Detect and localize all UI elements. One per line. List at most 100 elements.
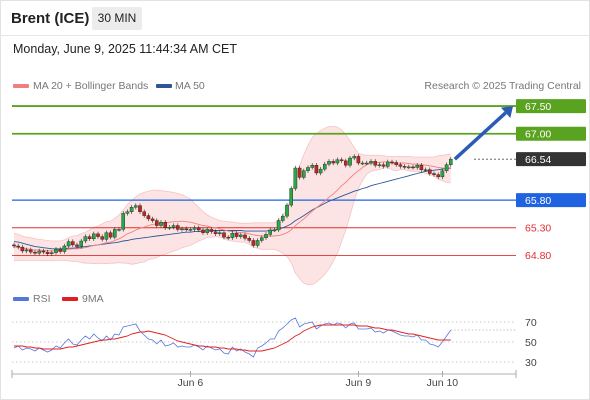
candle-body [390, 161, 394, 164]
candle-body [45, 251, 50, 254]
candle-body [302, 170, 306, 178]
candle-body [428, 169, 432, 174]
price-level-tag [516, 193, 586, 208]
candle-body [293, 167, 298, 189]
candle-body [281, 215, 285, 221]
timeframe-button[interactable]: 30 MIN [92, 7, 142, 30]
candle-body [356, 156, 361, 164]
research-credit: Research © 2025 Trading Central [424, 80, 581, 92]
candle-body [217, 232, 222, 235]
candle-body [360, 162, 365, 165]
candle-body [50, 252, 54, 254]
price-level-label: 65.80 [525, 195, 551, 207]
candle-body [243, 234, 247, 239]
price-level-tag [516, 152, 586, 167]
candle-body [91, 233, 96, 240]
price-level-tag [516, 99, 586, 114]
candle-body [33, 251, 37, 254]
candle-body [339, 159, 344, 162]
candle-body [121, 213, 125, 230]
candle-body [268, 229, 273, 235]
candle-body [276, 220, 281, 231]
candle-body [272, 229, 277, 232]
candle-body [205, 229, 210, 233]
candle-body [129, 207, 134, 212]
candle-body [251, 240, 256, 246]
candle-body [184, 228, 189, 231]
candle-body [377, 164, 382, 166]
candle-body [310, 165, 315, 168]
candle-body [398, 164, 403, 167]
candle-body [373, 161, 378, 166]
candle-body [62, 245, 67, 252]
candle-body [108, 232, 113, 238]
candle-body [449, 158, 453, 165]
candle-body [196, 227, 201, 231]
candle-body [125, 211, 130, 214]
x-axis-tick-label: Jun 10 [427, 377, 459, 389]
candle-body [75, 244, 79, 247]
candle-body [37, 250, 41, 254]
candle-body [436, 174, 441, 178]
bollinger-band-area [14, 126, 451, 285]
rsi-level-label: 50 [525, 337, 537, 349]
price-level-label: 66.54 [525, 154, 551, 166]
x-axis-tick-label: Jun 6 [178, 377, 204, 389]
price-level-label: 67.00 [525, 129, 551, 141]
candle-body [247, 238, 252, 241]
ma9-legend-label: 9MA [82, 293, 104, 305]
ma9-legend-swatch [62, 297, 78, 301]
candle-body [264, 234, 268, 238]
candle-body [285, 204, 289, 217]
candle-body [297, 167, 302, 178]
forecast-arrow-shaft [453, 111, 507, 161]
candle-body [154, 220, 159, 226]
ma20-legend-swatch [13, 84, 29, 88]
candle-body [323, 163, 327, 170]
candle-body [314, 165, 319, 174]
candle-body [440, 170, 445, 178]
candle-body [180, 228, 184, 231]
price-level-label: 67.50 [525, 101, 551, 113]
candle-body [201, 229, 205, 233]
candle-body [54, 249, 58, 253]
candle-body [167, 226, 172, 229]
instrument-title: Brent (ICE) [11, 10, 90, 27]
price-level-tag [516, 220, 586, 235]
rsi-level-label: 30 [525, 357, 537, 369]
candle-body [96, 233, 100, 237]
candle-body [150, 218, 155, 221]
rsi-level-label: 70 [525, 317, 537, 329]
candle-body [146, 215, 151, 220]
candle-body [83, 236, 88, 242]
candle-body [415, 165, 420, 168]
candle-body [192, 227, 197, 230]
candle-body [386, 161, 390, 167]
candle-body [411, 166, 415, 169]
candle-body [226, 236, 231, 239]
candle-body [352, 156, 357, 159]
candle-body [163, 222, 168, 228]
candle-body [20, 246, 25, 252]
bollinger-lower-line [13, 167, 451, 286]
candle-body [289, 188, 294, 206]
candle-body [29, 249, 33, 253]
candle-body [381, 164, 386, 167]
candle-body [133, 205, 138, 208]
candle-body [260, 237, 264, 241]
chart-header: Brent (ICE) 30 MIN [0, 0, 590, 36]
ma50-legend-swatch [156, 84, 172, 88]
candle-body [255, 240, 260, 246]
rsi-ma9-line [14, 324, 451, 352]
candle-body [171, 225, 176, 228]
candle-body [188, 229, 193, 231]
candle-body [41, 250, 46, 253]
candle-body [444, 164, 449, 171]
candle-body [112, 229, 117, 238]
candle-body [70, 241, 75, 246]
candle-body [344, 160, 348, 166]
candle-body [234, 233, 239, 237]
rsi-line [13, 317, 452, 358]
candle-body [230, 233, 235, 238]
candle-body [175, 225, 180, 230]
